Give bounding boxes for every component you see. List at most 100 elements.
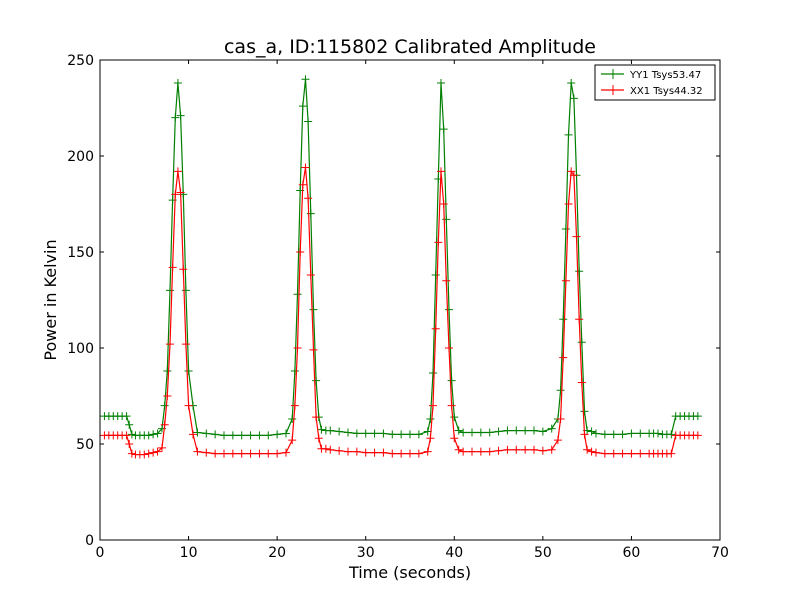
data-point [485, 428, 494, 437]
data-point [352, 447, 361, 456]
data-point [600, 430, 609, 439]
data-point [547, 424, 556, 433]
y-tick-label: 0 [85, 533, 94, 549]
data-point [439, 200, 448, 208]
legend: YY1 Tsys53.47 XX1 Tsys44.32 [594, 64, 716, 101]
chart-title: cas_a, ID:115802 Calibrated Amplitude [224, 36, 596, 58]
data-point [125, 440, 134, 448]
data-point [577, 378, 586, 387]
data-point [569, 171, 578, 180]
data-point [264, 449, 273, 458]
plot-area [100, 60, 720, 540]
data-point [335, 427, 344, 436]
data-point [184, 367, 193, 376]
data-point [237, 431, 246, 440]
data-point [344, 447, 352, 456]
data-point [592, 429, 600, 438]
data-point [444, 305, 453, 314]
y-axis-label: Power in Kelvin [41, 239, 60, 360]
x-tick-label: 50 [534, 545, 552, 561]
y-tick-label: 250 [67, 53, 94, 69]
legend-marker [608, 69, 618, 79]
data-point [397, 449, 406, 458]
data-point [406, 449, 414, 458]
data-point [587, 447, 596, 456]
data-point [667, 430, 676, 439]
data-point [122, 412, 131, 421]
data-point [246, 449, 255, 458]
data-point [397, 430, 406, 439]
data-point [388, 430, 397, 439]
data-point [189, 430, 197, 439]
data-point [693, 412, 702, 421]
data-point [301, 163, 310, 172]
data-point [476, 428, 485, 437]
data-point [211, 449, 220, 458]
data-point [255, 449, 264, 458]
data-point [293, 344, 302, 352]
data-point [429, 368, 438, 377]
data-point [171, 190, 180, 199]
data-point [476, 447, 485, 456]
data-point [423, 447, 432, 456]
data-point [567, 79, 576, 88]
data-point [246, 431, 255, 440]
x-tick-label: 0 [96, 545, 105, 561]
data-point [587, 427, 596, 436]
data-point [431, 324, 440, 333]
data-point [321, 444, 330, 453]
data-point [304, 194, 313, 203]
data-point [361, 448, 370, 457]
x-tick-label: 70 [711, 545, 729, 561]
data-point [609, 430, 618, 439]
data-point [559, 353, 568, 362]
data-point [317, 425, 326, 434]
data-point [667, 449, 676, 458]
data-point [181, 286, 190, 295]
data-point [693, 431, 702, 440]
x-tick-label: 10 [180, 545, 198, 561]
data-point [298, 180, 307, 189]
data-point [503, 426, 512, 435]
data-point [447, 376, 456, 385]
data-point [538, 446, 547, 455]
series-2 [100, 163, 702, 459]
axes-frame [99, 59, 721, 541]
data-point [592, 448, 600, 457]
data-point [547, 445, 556, 454]
data-point [406, 430, 414, 439]
data-point [361, 429, 370, 438]
data-point [437, 79, 445, 88]
data-point [556, 386, 565, 395]
data-point [237, 449, 246, 458]
data-point [561, 276, 570, 285]
data-point [654, 429, 662, 438]
data-point [158, 443, 166, 452]
data-point [426, 415, 435, 424]
data-point [168, 263, 177, 272]
data-point [521, 426, 530, 435]
data-point [434, 238, 443, 247]
data-point [335, 446, 344, 455]
data-point [447, 401, 456, 410]
data-point [379, 429, 388, 438]
data-point [609, 449, 618, 458]
data-point [179, 265, 188, 274]
data-point [370, 429, 379, 438]
data-point [125, 420, 134, 429]
data-point [301, 75, 310, 84]
data-point [202, 448, 211, 457]
data-point [553, 436, 562, 445]
data-point [326, 445, 335, 454]
data-point [149, 448, 158, 457]
data-point [414, 449, 423, 458]
series-layer [100, 75, 702, 459]
legend-label: YY1 Tsys53.47 [629, 70, 701, 81]
data-point [556, 415, 565, 424]
series-1 [100, 75, 702, 440]
data-point [439, 125, 448, 134]
data-point [600, 449, 609, 458]
data-point [388, 449, 397, 458]
data-point [314, 434, 323, 443]
data-point [173, 79, 182, 88]
